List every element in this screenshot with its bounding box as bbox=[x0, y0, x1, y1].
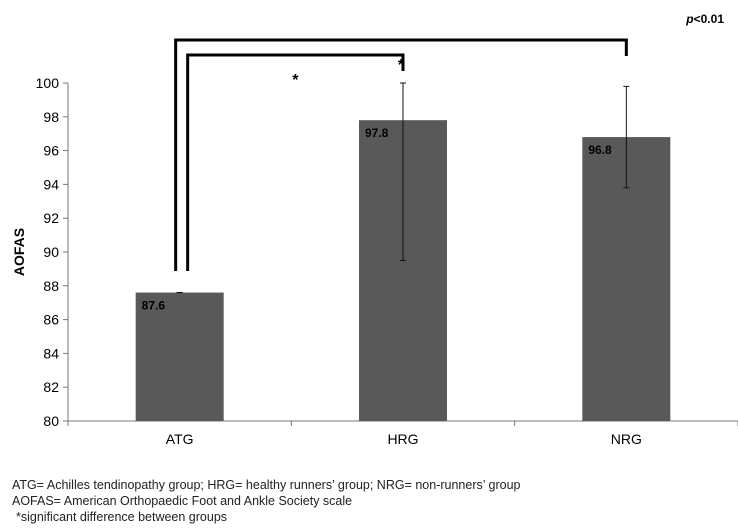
y-tick-label: 88 bbox=[43, 278, 59, 294]
significance-star: * bbox=[398, 57, 405, 74]
significance-brackets: ** bbox=[174, 38, 628, 271]
footnote-significance: *significant difference between groups bbox=[16, 510, 228, 524]
data-label-atg: 87.6 bbox=[142, 299, 166, 313]
y-tick-label: 100 bbox=[36, 75, 60, 91]
p-symbol: p bbox=[686, 12, 694, 26]
footnote-aofas: AOFAS= American Orthopaedic Foot and Ank… bbox=[12, 494, 353, 508]
data-label-nrg: 96.8 bbox=[588, 143, 612, 157]
x-tick-label-atg: ATG bbox=[166, 431, 194, 447]
y-tick-label: 94 bbox=[43, 176, 59, 192]
y-tick-label: 80 bbox=[43, 413, 59, 429]
x-tick-label-hrg: HRG bbox=[387, 431, 418, 447]
significance-bracket-atg-nrg bbox=[174, 38, 628, 271]
y-axis-label: AOFAS bbox=[11, 228, 27, 276]
bar-atg bbox=[135, 292, 224, 421]
significance-bracket-atg-hrg bbox=[186, 53, 405, 271]
y-tick-label: 96 bbox=[43, 143, 59, 159]
chart-bars: 87.6 97.8 96.8 bbox=[135, 82, 671, 422]
y-tick-label: 98 bbox=[43, 109, 59, 125]
significance-star: * bbox=[292, 72, 299, 89]
p-threshold: <0.01 bbox=[693, 12, 724, 26]
data-label-hrg: 97.8 bbox=[365, 126, 389, 140]
bar-chart: 80 82 84 86 88 90 92 94 96 98 100 ATG HRG NRG 87.6 97.… bbox=[11, 38, 738, 447]
y-tick-label: 84 bbox=[43, 345, 59, 361]
y-tick-label: 92 bbox=[43, 210, 59, 226]
footnote-abbreviations: ATG= Achilles tendinopathy group; HRG= h… bbox=[12, 478, 521, 492]
significance-threshold: p<0.01 bbox=[686, 12, 724, 26]
y-tick-label: 90 bbox=[43, 244, 59, 260]
y-tick-label: 82 bbox=[43, 379, 59, 395]
y-tick-label: 86 bbox=[43, 312, 59, 328]
chart-axes: 80 82 84 86 88 90 92 94 96 98 100 ATG HRG NRG bbox=[36, 75, 738, 447]
x-tick-label-nrg: NRG bbox=[611, 431, 642, 447]
